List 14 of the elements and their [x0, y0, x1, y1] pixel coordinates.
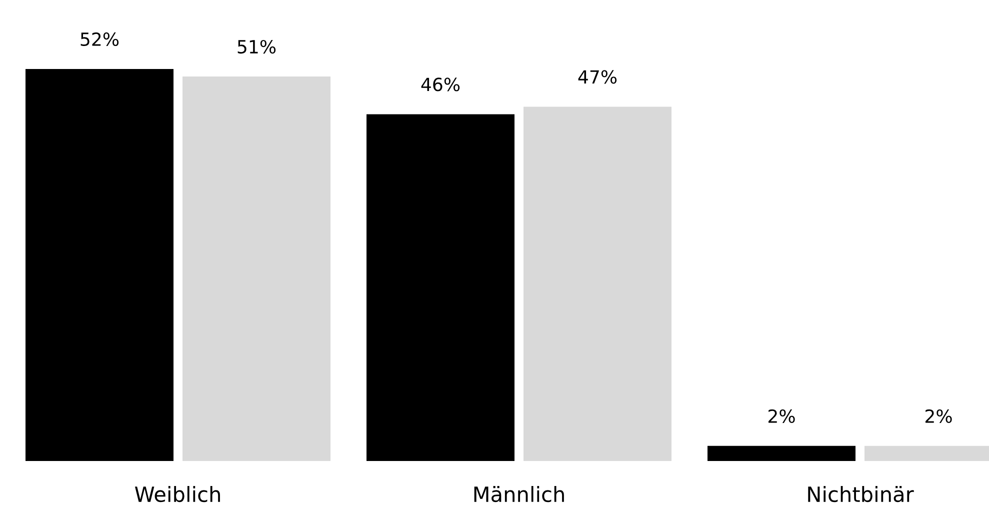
x-tick-label: Nichtbinär — [808, 486, 914, 502]
bar — [524, 106, 672, 461]
data-label: 51% — [238, 40, 276, 54]
data-label: 2% — [926, 409, 952, 423]
data-label: 47% — [578, 70, 617, 84]
x-tick-label: Männlich — [474, 486, 564, 502]
bar — [26, 69, 174, 461]
bar — [366, 114, 514, 461]
data-label: 46% — [421, 78, 460, 92]
x-tick-label: Weiblich — [134, 486, 220, 502]
data-label: 2% — [768, 409, 795, 423]
bar — [182, 76, 330, 461]
bar — [708, 446, 856, 461]
data-label: 52% — [80, 32, 119, 46]
